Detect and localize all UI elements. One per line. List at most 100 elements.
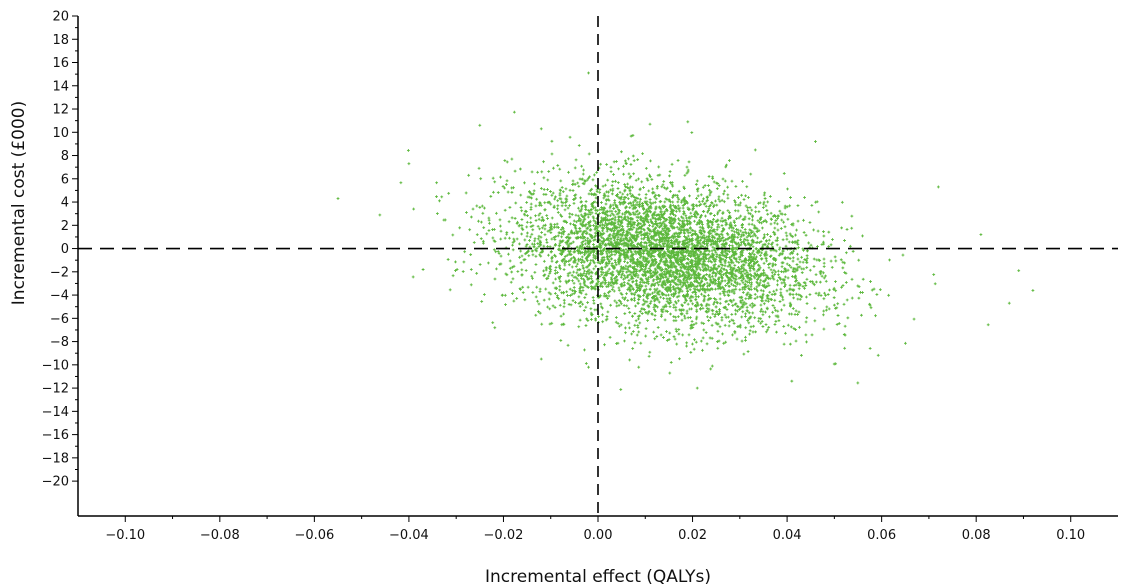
data-point bbox=[560, 235, 564, 239]
data-point bbox=[628, 326, 631, 330]
data-point bbox=[773, 221, 777, 225]
data-point bbox=[511, 292, 514, 295]
data-point bbox=[611, 285, 615, 289]
data-point bbox=[691, 342, 694, 346]
data-point bbox=[694, 295, 698, 299]
data-point bbox=[558, 279, 562, 283]
data-point bbox=[756, 219, 760, 223]
data-point bbox=[534, 313, 538, 317]
data-point bbox=[515, 237, 519, 241]
data-points bbox=[336, 71, 1035, 391]
data-point bbox=[764, 299, 768, 303]
data-point bbox=[542, 188, 546, 191]
data-point bbox=[548, 271, 552, 275]
data-point bbox=[766, 281, 770, 285]
data-point bbox=[756, 236, 760, 240]
data-point bbox=[767, 325, 771, 329]
data-point bbox=[611, 203, 615, 207]
data-point bbox=[677, 299, 680, 303]
data-point bbox=[841, 260, 845, 264]
data-point bbox=[805, 277, 809, 281]
data-point bbox=[812, 257, 816, 261]
data-point bbox=[747, 311, 751, 315]
data-point bbox=[759, 321, 763, 325]
data-point bbox=[633, 341, 637, 345]
data-point bbox=[742, 198, 746, 201]
data-point bbox=[693, 259, 697, 263]
data-point bbox=[695, 179, 699, 183]
data-point bbox=[649, 268, 652, 272]
data-point bbox=[797, 310, 801, 314]
data-point bbox=[751, 311, 755, 315]
data-point bbox=[581, 302, 584, 306]
data-point bbox=[555, 225, 559, 229]
data-point bbox=[783, 213, 787, 216]
data-point bbox=[471, 207, 475, 211]
data-point bbox=[634, 196, 638, 200]
data-point bbox=[648, 198, 652, 201]
data-point bbox=[720, 316, 724, 319]
data-point bbox=[587, 152, 591, 156]
data-point bbox=[728, 159, 731, 162]
data-point bbox=[740, 226, 744, 229]
data-point bbox=[591, 286, 595, 289]
data-point bbox=[822, 234, 826, 238]
data-point bbox=[711, 223, 714, 227]
data-point bbox=[536, 299, 539, 303]
data-point bbox=[640, 312, 644, 315]
data-point bbox=[547, 297, 551, 301]
data-point bbox=[786, 323, 790, 327]
data-point bbox=[623, 276, 627, 280]
data-point bbox=[550, 216, 554, 220]
data-point bbox=[520, 218, 524, 221]
data-point bbox=[519, 206, 523, 209]
data-point bbox=[844, 251, 848, 255]
data-point bbox=[581, 264, 585, 268]
data-point bbox=[586, 301, 590, 304]
data-point bbox=[752, 249, 755, 253]
data-point bbox=[822, 265, 826, 269]
data-point bbox=[510, 190, 514, 194]
data-point bbox=[562, 301, 566, 305]
data-point bbox=[507, 252, 510, 256]
data-point bbox=[749, 325, 753, 329]
data-point bbox=[738, 203, 742, 207]
data-point bbox=[520, 232, 524, 236]
data-point bbox=[589, 208, 593, 211]
data-point bbox=[570, 273, 574, 277]
data-point bbox=[668, 371, 672, 375]
data-point bbox=[762, 200, 766, 204]
data-point bbox=[648, 232, 652, 236]
data-point bbox=[663, 200, 667, 204]
data-point bbox=[631, 185, 634, 189]
data-point bbox=[766, 200, 770, 204]
data-point bbox=[538, 311, 542, 315]
data-point bbox=[499, 237, 503, 241]
data-point bbox=[822, 309, 826, 313]
data-point bbox=[701, 185, 705, 189]
data-point bbox=[584, 305, 588, 309]
data-point bbox=[798, 325, 801, 329]
data-point bbox=[861, 277, 865, 281]
data-point bbox=[805, 340, 808, 344]
data-point bbox=[562, 298, 566, 302]
data-point bbox=[715, 255, 719, 259]
data-point bbox=[626, 299, 630, 302]
data-point bbox=[725, 268, 729, 272]
data-point bbox=[553, 223, 557, 226]
data-point bbox=[731, 319, 735, 323]
data-point bbox=[687, 264, 691, 268]
data-point bbox=[788, 232, 792, 236]
data-point bbox=[676, 315, 680, 319]
data-point bbox=[458, 226, 462, 230]
data-point bbox=[668, 174, 671, 178]
data-point bbox=[737, 216, 741, 220]
data-point bbox=[803, 196, 806, 199]
data-point bbox=[486, 261, 490, 265]
data-point bbox=[714, 287, 717, 291]
data-point bbox=[719, 219, 723, 223]
data-point bbox=[695, 310, 699, 313]
data-point bbox=[593, 308, 597, 312]
data-point bbox=[572, 270, 576, 274]
data-point bbox=[605, 210, 609, 214]
